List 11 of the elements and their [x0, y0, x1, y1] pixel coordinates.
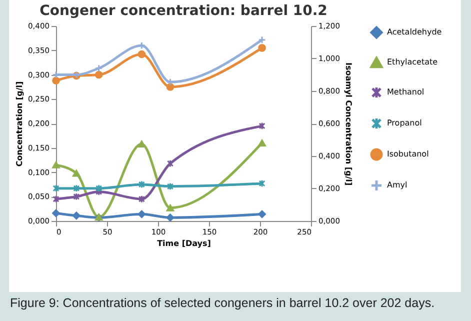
- legend-label: Ethylacetate: [387, 58, 438, 66]
- legend-label: Acetaldehyde: [387, 28, 442, 36]
- y2-axis-title: Isoamyl Concentration [g/l]: [344, 62, 353, 186]
- legend-label: Amyl: [387, 180, 408, 190]
- x-axis-title: Time [Days]: [157, 239, 211, 248]
- legend-label: Propanol: [387, 118, 422, 128]
- legend-label: Methanol: [387, 88, 424, 96]
- y-axis-title: Concentration [g/l]: [15, 81, 24, 167]
- legend-label: Isobutanol: [387, 150, 429, 158]
- chart-title: Congener concentration: barrel 10.2: [40, 3, 328, 19]
- caption: Figure 9: Concentrations of selected congeners in barrel 10.2 over 202 days.: [10, 296, 436, 310]
